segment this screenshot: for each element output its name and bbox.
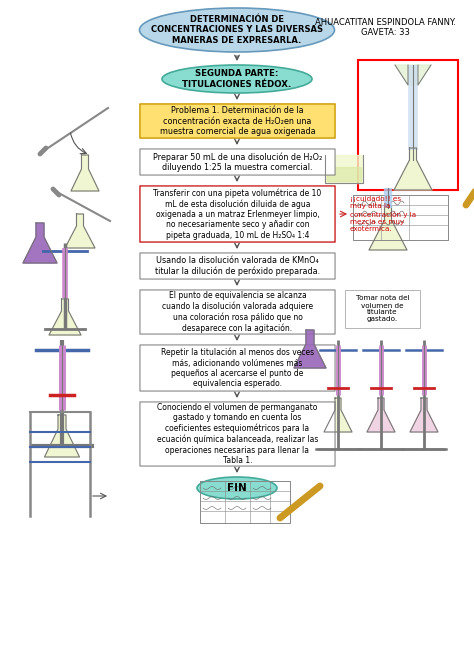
Polygon shape	[327, 167, 361, 181]
Text: AHUACATITAN ESPINDOLA FANNY.
GAVETA: 33: AHUACATITAN ESPINDOLA FANNY. GAVETA: 33	[315, 18, 456, 38]
Polygon shape	[324, 398, 352, 432]
Text: Tomar nota del
volumen de
titulante
gastado.: Tomar nota del volumen de titulante gast…	[356, 295, 410, 322]
Ellipse shape	[162, 65, 312, 93]
FancyBboxPatch shape	[345, 290, 420, 328]
Polygon shape	[45, 415, 80, 457]
Polygon shape	[394, 148, 432, 190]
Polygon shape	[49, 299, 81, 335]
Text: Conociendo el volumen de permanganato
gastado y tomando en cuenta los
coeficient: Conociendo el volumen de permanganato ga…	[157, 403, 318, 465]
Polygon shape	[65, 214, 95, 248]
Polygon shape	[294, 330, 326, 368]
Text: SEGUNDA PARTE:
TITULACIONES RÉDOX.: SEGUNDA PARTE: TITULACIONES RÉDOX.	[182, 69, 292, 88]
Polygon shape	[367, 398, 395, 432]
Text: Preparar 50 mL de una disolución de H₂O₂
diluyendo 1:25 la muestra comercial.: Preparar 50 mL de una disolución de H₂O₂…	[153, 152, 322, 172]
FancyBboxPatch shape	[140, 290, 335, 334]
FancyBboxPatch shape	[140, 253, 335, 279]
Text: ¡¡cuidado!! es
muy alta la
concentración y la
mezcla es muy
exotérmica.: ¡¡cuidado!! es muy alta la concentración…	[350, 196, 416, 232]
FancyBboxPatch shape	[140, 186, 335, 242]
FancyBboxPatch shape	[140, 149, 335, 175]
Text: Usando la disolución valorada de KMnO₄
titular la dilución de peróxido preparada: Usando la disolución valorada de KMnO₄ t…	[155, 256, 320, 276]
Text: DETERMINACIÓN DE
CONCENTRACIONES Y LAS DIVERSAS
MANERAS DE EXPRESARLA.: DETERMINACIÓN DE CONCENTRACIONES Y LAS D…	[151, 15, 323, 45]
FancyBboxPatch shape	[140, 104, 335, 138]
Text: Transferir con una pipeta volumétrica de 10
mL de esta disolución diluida de agu: Transferir con una pipeta volumétrica de…	[154, 188, 322, 240]
Polygon shape	[395, 65, 431, 85]
Text: Problema 1. Determinación de la
concentración exacta de H₂O₂en una
muestra comer: Problema 1. Determinación de la concentr…	[160, 106, 315, 136]
Text: Repetir la titulación al menos dos veces
más, adicionando volúmenes más
pequeños: Repetir la titulación al menos dos veces…	[161, 348, 314, 389]
Polygon shape	[410, 398, 438, 432]
Ellipse shape	[139, 8, 335, 52]
Bar	[358, 60, 458, 190]
Text: El punto de equivalencia se alcanza
cuando la disolución valorada adquiere
una c: El punto de equivalencia se alcanza cuan…	[162, 291, 313, 333]
Ellipse shape	[197, 477, 277, 499]
Polygon shape	[23, 223, 57, 263]
Polygon shape	[369, 206, 407, 250]
Text: FIN: FIN	[227, 483, 247, 493]
FancyBboxPatch shape	[140, 345, 335, 391]
FancyBboxPatch shape	[140, 402, 335, 466]
Polygon shape	[71, 155, 99, 191]
Polygon shape	[200, 481, 290, 523]
Polygon shape	[353, 195, 448, 240]
Polygon shape	[325, 155, 363, 183]
